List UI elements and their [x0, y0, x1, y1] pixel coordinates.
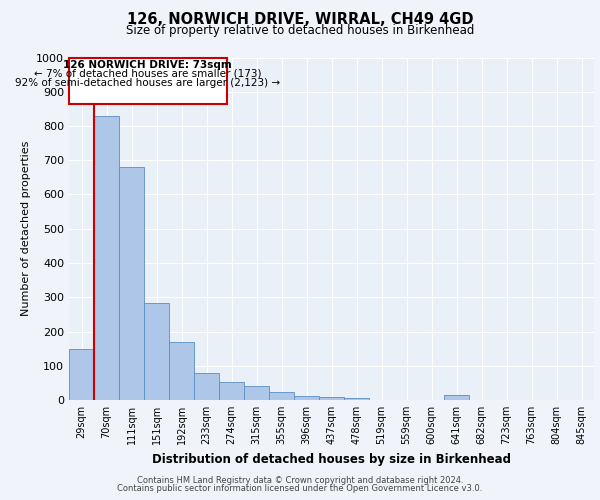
Bar	[194, 372, 219, 400]
Text: 126 NORWICH DRIVE: 73sqm: 126 NORWICH DRIVE: 73sqm	[64, 60, 232, 70]
Bar	[319, 398, 344, 400]
Bar	[219, 382, 244, 400]
FancyBboxPatch shape	[69, 58, 227, 104]
Bar	[169, 342, 194, 400]
Bar	[119, 167, 144, 400]
Bar	[244, 386, 269, 400]
Bar	[444, 395, 469, 400]
Text: 126, NORWICH DRIVE, WIRRAL, CH49 4GD: 126, NORWICH DRIVE, WIRRAL, CH49 4GD	[127, 12, 473, 28]
Bar	[269, 392, 294, 400]
Bar	[144, 303, 169, 400]
Y-axis label: Number of detached properties: Number of detached properties	[20, 141, 31, 316]
Bar	[94, 116, 119, 400]
Text: Size of property relative to detached houses in Birkenhead: Size of property relative to detached ho…	[126, 24, 474, 37]
Bar	[69, 350, 94, 400]
Bar	[344, 398, 369, 400]
Text: 92% of semi-detached houses are larger (2,123) →: 92% of semi-detached houses are larger (…	[15, 78, 280, 88]
Text: ← 7% of detached houses are smaller (173): ← 7% of detached houses are smaller (173…	[34, 69, 262, 79]
X-axis label: Distribution of detached houses by size in Birkenhead: Distribution of detached houses by size …	[152, 452, 511, 466]
Bar	[294, 396, 319, 400]
Text: Contains HM Land Registry data © Crown copyright and database right 2024.: Contains HM Land Registry data © Crown c…	[137, 476, 463, 485]
Text: Contains public sector information licensed under the Open Government Licence v3: Contains public sector information licen…	[118, 484, 482, 493]
